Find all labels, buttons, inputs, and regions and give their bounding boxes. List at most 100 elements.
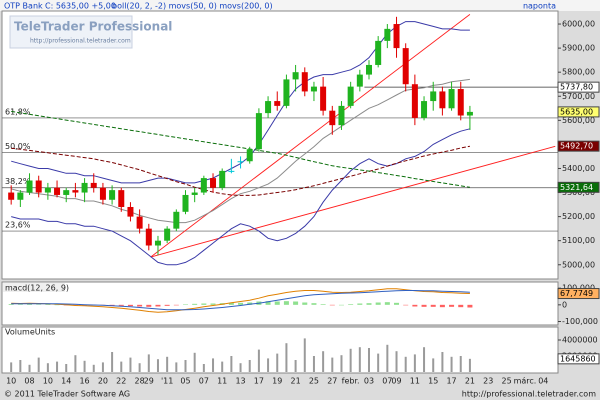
y-tick-label: 5200,00 (562, 212, 595, 221)
candle-body (54, 187, 61, 195)
histogram-bar (164, 304, 170, 306)
volume-bar (37, 357, 40, 372)
histogram-bar (173, 304, 179, 306)
histogram-bar (329, 304, 335, 306)
x-tick-label: 17 (446, 377, 456, 386)
y-tick-label: 4000000 (562, 336, 598, 345)
watermark-url: http://professional.teletrader.com (30, 38, 131, 45)
candle-body (421, 101, 428, 118)
x-tick-label: 05 (180, 377, 190, 386)
histogram-bar (109, 304, 115, 306)
indicator-line (11, 78, 470, 224)
volume-bar (267, 358, 270, 372)
x-tick-label: 07 (199, 377, 209, 386)
histogram-bar (238, 302, 244, 305)
volume-bar (367, 348, 370, 372)
histogram-bar (182, 304, 188, 305)
volume-bar (147, 354, 150, 372)
footer-url: http://professional.teletrader.com (462, 390, 596, 399)
x-tick-label: 10 (6, 377, 16, 386)
price-label: 5321,64 (560, 183, 593, 192)
volume-bar (239, 363, 242, 372)
price-label-box (557, 106, 600, 118)
histogram-bar (302, 302, 308, 305)
x-tick-label: 11 (410, 377, 420, 386)
candle-body (338, 105, 345, 126)
fib-label: 61,8% (5, 107, 31, 116)
fib-label: 23,6% (5, 221, 31, 230)
trend-line (150, 14, 471, 258)
x-tick-label: 17 (254, 377, 264, 386)
volume-bar (120, 361, 123, 372)
x-tick-label: '11 (161, 377, 173, 386)
histogram-bar (394, 302, 400, 305)
histogram-bar (449, 304, 455, 307)
histogram-bar (421, 304, 427, 307)
panel-title-box (3, 283, 65, 292)
histogram-bar (430, 304, 436, 307)
volume-bar (423, 347, 426, 372)
candle-body (237, 161, 244, 163)
histogram-bar (265, 301, 271, 305)
histogram-bar (320, 304, 326, 305)
macd-line (11, 288, 470, 313)
volume-bar (156, 359, 159, 372)
x-tick-label: 07 (382, 377, 392, 386)
volume-bar (459, 356, 462, 372)
candle-body (127, 206, 134, 217)
volume-bar (10, 362, 13, 372)
y-tick-label: 5000,00 (562, 260, 595, 269)
x-tick-label: 28 (135, 377, 145, 386)
candle-body (265, 101, 272, 114)
volume-bar (257, 349, 260, 372)
watermark-brand: TeleTrader Professional (14, 20, 172, 34)
histogram-bar (27, 303, 33, 305)
histogram-bar (458, 304, 464, 308)
volume-bar (358, 347, 361, 372)
histogram-bar (228, 302, 234, 305)
indicator-line (11, 110, 470, 188)
volume-bar (138, 363, 141, 372)
x-tick-label: 27 (327, 377, 337, 386)
histogram-bar (192, 303, 198, 305)
candle-body (72, 190, 79, 193)
fib-label: 50,0% (5, 142, 31, 151)
price-label-box (557, 140, 600, 152)
indicators: boll(20, 2, -2) movs(50, 0) movs(200, 0) (112, 2, 273, 11)
candle-body (99, 187, 106, 200)
histogram-bar (45, 304, 51, 305)
volume-bar (395, 351, 398, 372)
candle-body (246, 149, 253, 162)
y-tick-label: -100,000 (562, 317, 598, 326)
candle-body (90, 182, 97, 188)
histogram-bar (36, 304, 42, 305)
volume-bar (19, 360, 22, 372)
x-tick-label: 21 (291, 377, 301, 386)
candle-body (191, 192, 198, 195)
candle-body (210, 178, 217, 188)
y-tick-label: 5400,00 (562, 164, 595, 173)
x-tick-label: 14 (61, 377, 71, 386)
histogram-bar (439, 304, 445, 308)
volume-bar (386, 344, 389, 372)
histogram-bar (311, 303, 317, 305)
x-tick-label: 13 (235, 377, 245, 386)
price-label-box (557, 288, 600, 300)
x-tick-label: 03 (364, 377, 374, 386)
histogram-bar (375, 302, 381, 305)
candle-body (255, 113, 262, 150)
candle-body (109, 190, 116, 200)
price-label: 5492,70 (560, 142, 593, 151)
candle-body (320, 86, 327, 111)
volume-bar (404, 356, 407, 372)
histogram-bar (137, 304, 143, 307)
candle-body (164, 228, 171, 241)
y-tick-label: 0 (562, 300, 567, 309)
candle-body (430, 91, 437, 102)
price-label-box (557, 81, 600, 93)
volume-bar (111, 352, 114, 372)
candle-body (81, 182, 88, 193)
histogram-bar (54, 304, 60, 306)
histogram-bar (8, 304, 14, 305)
volume-bar (221, 361, 224, 372)
